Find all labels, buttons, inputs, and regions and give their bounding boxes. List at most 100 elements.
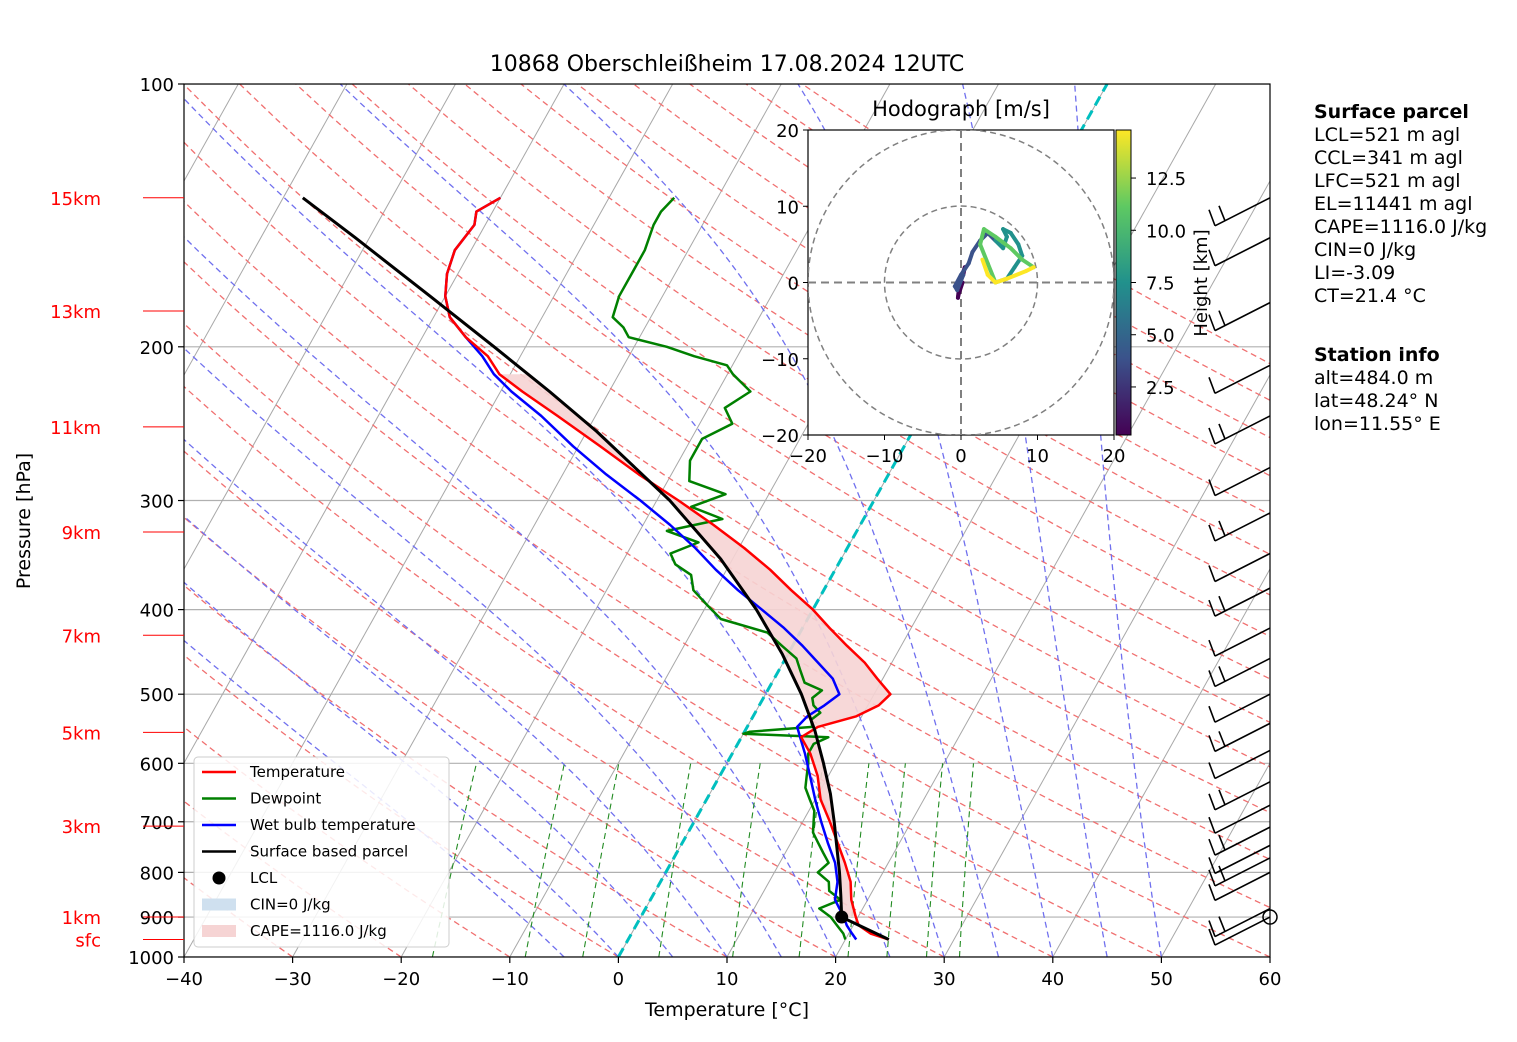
wind-barb-flag — [1208, 920, 1216, 937]
wind-barb — [1208, 552, 1271, 583]
station-info-line: lon=11.55° E — [1314, 413, 1441, 435]
x-ticks: −40 −30 −20 −10 0 10 20 30 40 50 60 — [165, 957, 1281, 990]
mixing-ratio-line — [582, 763, 620, 957]
dry-adiabat — [184, 84, 1270, 814]
hodograph-segment — [1008, 230, 1021, 247]
wind-barb — [1208, 657, 1271, 688]
wind-barb-flag — [1208, 639, 1216, 657]
y-tick-label: 800 — [140, 863, 174, 884]
wind-barb-flag — [1208, 314, 1216, 331]
mixing-ratio-line — [847, 763, 870, 957]
wind-barb-flag — [1208, 209, 1216, 227]
wind-barb-flag — [1218, 789, 1226, 806]
legend-label: Temperature — [249, 763, 345, 781]
moist-adiabat — [184, 581, 619, 957]
dry-adiabat — [184, 261, 1270, 957]
hodograph-segment — [966, 250, 975, 266]
wind-barb-flag — [1218, 595, 1226, 612]
wind-barb-shaft — [1214, 844, 1271, 875]
wind-barb-flag — [1208, 524, 1216, 542]
surface-parcel-line: CT=21.4 °C — [1314, 285, 1426, 307]
moist-adiabat — [797, 84, 1054, 957]
moist-adiabat — [184, 438, 728, 957]
wind-barb-shaft — [1214, 466, 1271, 497]
wind-barb — [1208, 907, 1271, 938]
legend: Temperature Dewpoint Wet bulb temperature S… — [193, 756, 450, 948]
wind-barb-flag — [1208, 599, 1216, 617]
wind-barb-flag — [1208, 838, 1216, 856]
hodograph-x-tick-label: −20 — [789, 446, 827, 467]
wind-barb-shaft — [1214, 916, 1271, 946]
wind-barb-flag — [1208, 479, 1216, 496]
wind-barb-shaft — [1214, 587, 1271, 617]
hodograph-x-tick-label: 10 — [1026, 446, 1049, 467]
surface-parcel-info: Surface parcel LCL=521 m agl CCL=341 m a… — [1314, 101, 1487, 308]
colorbar-tick-label: 5.0 — [1146, 326, 1175, 347]
hodograph-x-tick-label: −10 — [866, 446, 904, 467]
wind-barb-flag — [1208, 705, 1216, 723]
wind-barb-shaft — [1214, 415, 1271, 445]
station-info: Station info alt=484.0 m lat=48.24° N lo… — [1314, 344, 1441, 436]
moist-adiabat — [184, 236, 837, 957]
wind-barb — [1208, 587, 1271, 617]
y-axis-label: Pressure [hPa] — [13, 453, 35, 589]
hodograph-segment — [1016, 242, 1025, 258]
x-axis-label: Temperature [°C] — [644, 999, 809, 1021]
hodograph-segment — [978, 242, 990, 266]
moist-adiabat — [184, 515, 674, 957]
wind-barb-flag — [1208, 762, 1216, 779]
wind-barb-flag — [1218, 423, 1226, 440]
hodograph-segment — [952, 272, 963, 289]
wind-barb — [1208, 916, 1271, 946]
hodograph-x-tick-label: 0 — [955, 446, 966, 467]
mixing-ratio-line — [958, 763, 975, 957]
hodograph-segment — [1004, 269, 1029, 281]
station-info-line: alt=484.0 m — [1314, 367, 1434, 389]
wind-barb — [1208, 871, 1271, 902]
temperature-line — [444, 196, 892, 941]
hodograph-y-tick-label: −20 — [761, 426, 799, 447]
y-tick-label: 900 — [140, 908, 174, 929]
station-info-heading: Station info — [1314, 344, 1440, 366]
wind-barb-flag — [1218, 520, 1226, 537]
height-label: 1km — [62, 908, 101, 929]
legend-label: CAPE=1116.0 J/kg — [250, 922, 387, 940]
moist-adiabat — [1074, 84, 1163, 957]
wind-barb-flag — [1208, 928, 1216, 946]
hodograph-segment — [1008, 246, 1025, 262]
wind-barb — [1208, 197, 1271, 227]
x-tick-label: 60 — [1259, 969, 1282, 990]
wind-barb-flag — [1218, 916, 1226, 932]
wind-barb-shaft — [1214, 512, 1271, 542]
dry-adiabat — [295, 84, 1270, 724]
x-tick-label: 50 — [1150, 969, 1173, 990]
wind-barb-shaft — [1214, 857, 1271, 887]
y-tick-label: 200 — [140, 338, 174, 359]
height-label: 7km — [62, 626, 101, 647]
wind-barb-shaft — [1214, 197, 1271, 227]
wind-barb — [1208, 512, 1271, 542]
hodograph-ring — [883, 205, 1039, 360]
surface-parcel-line: CIN=0 J/kg — [1314, 239, 1417, 261]
height-label: 5km — [62, 723, 101, 744]
surface-parcel-line: CCL=341 m agl — [1314, 147, 1463, 169]
colorbar-tick-label: 10.0 — [1146, 221, 1186, 242]
wind-barb — [1208, 749, 1271, 780]
wind-barb-flag — [1208, 377, 1216, 394]
wind-barb-shaft — [1214, 871, 1271, 902]
wind-barb-flag — [1208, 857, 1216, 874]
legend-swatch — [202, 898, 236, 911]
wind-barb-flag — [1218, 310, 1226, 326]
hodograph-title: Hodograph [m/s] — [872, 97, 1050, 121]
y-tick-label: 300 — [140, 492, 174, 513]
wind-barb-shaft — [1214, 826, 1271, 856]
surface-parcel-heading: Surface parcel — [1314, 101, 1469, 123]
isotherm-line — [726, 84, 1217, 957]
legend-swatch — [202, 925, 236, 937]
wind-barb-flag — [1208, 427, 1216, 445]
wind-barbs — [1208, 197, 1278, 946]
y-tick-label: 700 — [140, 813, 174, 834]
wind-barb — [1208, 781, 1271, 811]
colorbar-tick-label: 2.5 — [1146, 378, 1175, 399]
